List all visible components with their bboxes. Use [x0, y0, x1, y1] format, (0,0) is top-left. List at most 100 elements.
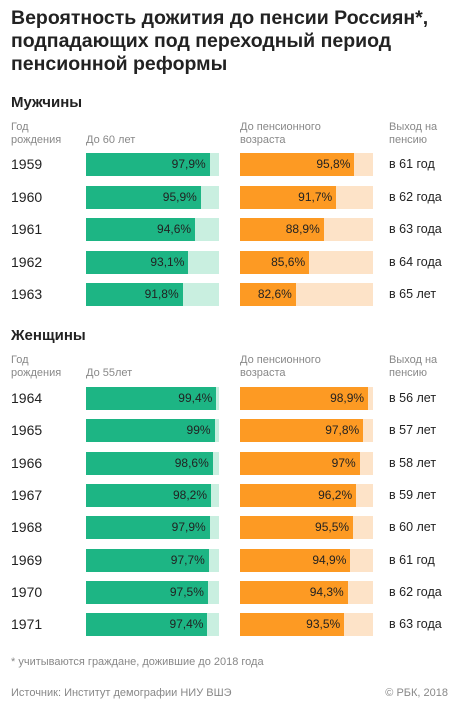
- bar-track-pension: 95,8%: [240, 153, 373, 176]
- column-header-until-60: До 60 лет: [86, 134, 136, 146]
- bar-track-age: 93,1%: [86, 251, 219, 274]
- data-label: 95,8%: [316, 157, 351, 171]
- data-label: 95,9%: [162, 190, 197, 204]
- data-label: 96,2%: [318, 488, 353, 502]
- bar-track-age: 97,7%: [86, 549, 219, 572]
- bar-pension: [240, 283, 296, 306]
- footnote: * учитываются граждане, дожившие до 2018…: [11, 656, 264, 668]
- birth-year-label: 1964: [11, 390, 43, 406]
- birth-year-label: 1971: [11, 616, 43, 632]
- bar-age: [86, 516, 210, 539]
- retirement-age-label: в 63 года: [389, 222, 442, 236]
- section-title-men: Мужчины: [11, 94, 83, 111]
- data-label: 93,1%: [150, 255, 185, 269]
- data-label: 91,8%: [144, 287, 179, 301]
- data-label: 98,6%: [174, 456, 209, 470]
- data-label: 98,2%: [172, 488, 208, 502]
- birth-year-label: 1970: [11, 584, 43, 600]
- bar-track-age: 98,6%: [86, 452, 219, 475]
- bar-track-age: 97,9%: [86, 516, 219, 539]
- bar-track-age: 97,4%: [86, 613, 219, 636]
- bar-age: [86, 387, 217, 410]
- bar-pension: [240, 549, 351, 572]
- birth-year-label: 1961: [11, 221, 43, 237]
- bar-age: [86, 419, 215, 442]
- data-label: 97,7%: [170, 553, 205, 567]
- retirement-age-label: в 59 лет: [389, 488, 437, 502]
- data-label: 94,3%: [309, 585, 344, 599]
- retirement-age-label: в 56 лет: [389, 391, 437, 405]
- credit: © РБК, 2018: [385, 687, 448, 699]
- bar-track-pension: 94,3%: [240, 581, 373, 604]
- bar-pension: [240, 251, 310, 274]
- data-label: 91,7%: [298, 190, 333, 204]
- retirement-age-label: в 64 года: [389, 255, 442, 269]
- column-header-retirement: Выход на пенсию: [389, 354, 438, 379]
- data-label: 97,8%: [325, 423, 360, 437]
- data-label: 97,9%: [171, 520, 206, 534]
- bar-pension: [240, 581, 348, 604]
- bar-pension: [240, 419, 364, 442]
- bar-track-age: 94,6%: [86, 218, 219, 241]
- retirement-age-label: в 62 года: [389, 585, 442, 599]
- retirement-age-label: в 61 год: [389, 553, 435, 567]
- bar-age: [86, 581, 208, 604]
- bar-age: [86, 484, 212, 507]
- birth-year-label: 1959: [11, 156, 43, 172]
- bar-track-age: 98,2%: [86, 484, 219, 507]
- bar-track-pension: 95,5%: [240, 516, 373, 539]
- bar-age: [86, 613, 208, 636]
- retirement-age-label: в 58 лет: [389, 456, 437, 470]
- column-header-until-55: До 55лет: [86, 367, 133, 379]
- bar-age: [86, 251, 189, 274]
- data-label: 94,6%: [157, 222, 192, 236]
- column-header-retirement: Выход на пенсию: [389, 121, 438, 146]
- bar-track-pension: 88,9%: [240, 218, 373, 241]
- column-header-year: Год рождения: [11, 121, 62, 146]
- bar-track-age: 99,4%: [86, 387, 219, 410]
- bar-age: [86, 283, 183, 306]
- bar-pension: [240, 387, 369, 410]
- bar-pension: [240, 186, 337, 209]
- bar-track-pension: 94,9%: [240, 549, 373, 572]
- retirement-age-label: в 61 год: [389, 157, 435, 171]
- column-header-until-pension: До пенсионного возраста: [240, 121, 321, 146]
- bar-track-pension: 97%: [240, 452, 373, 475]
- bar-age: [86, 186, 201, 209]
- section-title-women: Женщины: [11, 327, 86, 344]
- source-note: Источник: Институт демографии НИУ ВШЭ: [11, 687, 232, 699]
- bar-pension: [240, 484, 357, 507]
- retirement-age-label: в 60 лет: [389, 520, 437, 534]
- birth-year-label: 1966: [11, 455, 43, 471]
- bar-age: [86, 549, 209, 572]
- data-label: 99%: [186, 423, 211, 437]
- retirement-age-label: в 57 лет: [389, 423, 437, 437]
- bar-track-pension: 85,6%: [240, 251, 373, 274]
- bar-track-age: 99%: [86, 419, 219, 442]
- birth-year-label: 1967: [11, 487, 43, 503]
- retirement-age-label: в 62 года: [389, 190, 442, 204]
- bar-age: [86, 218, 196, 241]
- bar-pension: [240, 516, 354, 539]
- bar-track-pension: 97,8%: [240, 419, 373, 442]
- bar-track-pension: 91,7%: [240, 186, 373, 209]
- data-label: 97%: [331, 456, 356, 470]
- bar-track-pension: 96,2%: [240, 484, 373, 507]
- bar-pension: [240, 218, 324, 241]
- bar-track-pension: 82,6%: [240, 283, 373, 306]
- retirement-age-label: в 63 года: [389, 617, 442, 631]
- data-label: 98,9%: [330, 391, 365, 405]
- data-label: 95,5%: [315, 520, 350, 534]
- data-label: 82,6%: [257, 287, 292, 301]
- birth-year-label: 1962: [11, 254, 43, 270]
- birth-year-label: 1963: [11, 286, 43, 302]
- data-label: 85,6%: [271, 255, 306, 269]
- bar-pension: [240, 613, 345, 636]
- bar-track-age: 95,9%: [86, 186, 219, 209]
- birth-year-label: 1960: [11, 189, 43, 205]
- bar-track-pension: 98,9%: [240, 387, 373, 410]
- retirement-age-label: в 65 лет: [389, 287, 437, 301]
- column-header-year: Год рождения: [11, 354, 62, 379]
- data-label: 94,9%: [312, 553, 347, 567]
- bar-pension: [240, 153, 355, 176]
